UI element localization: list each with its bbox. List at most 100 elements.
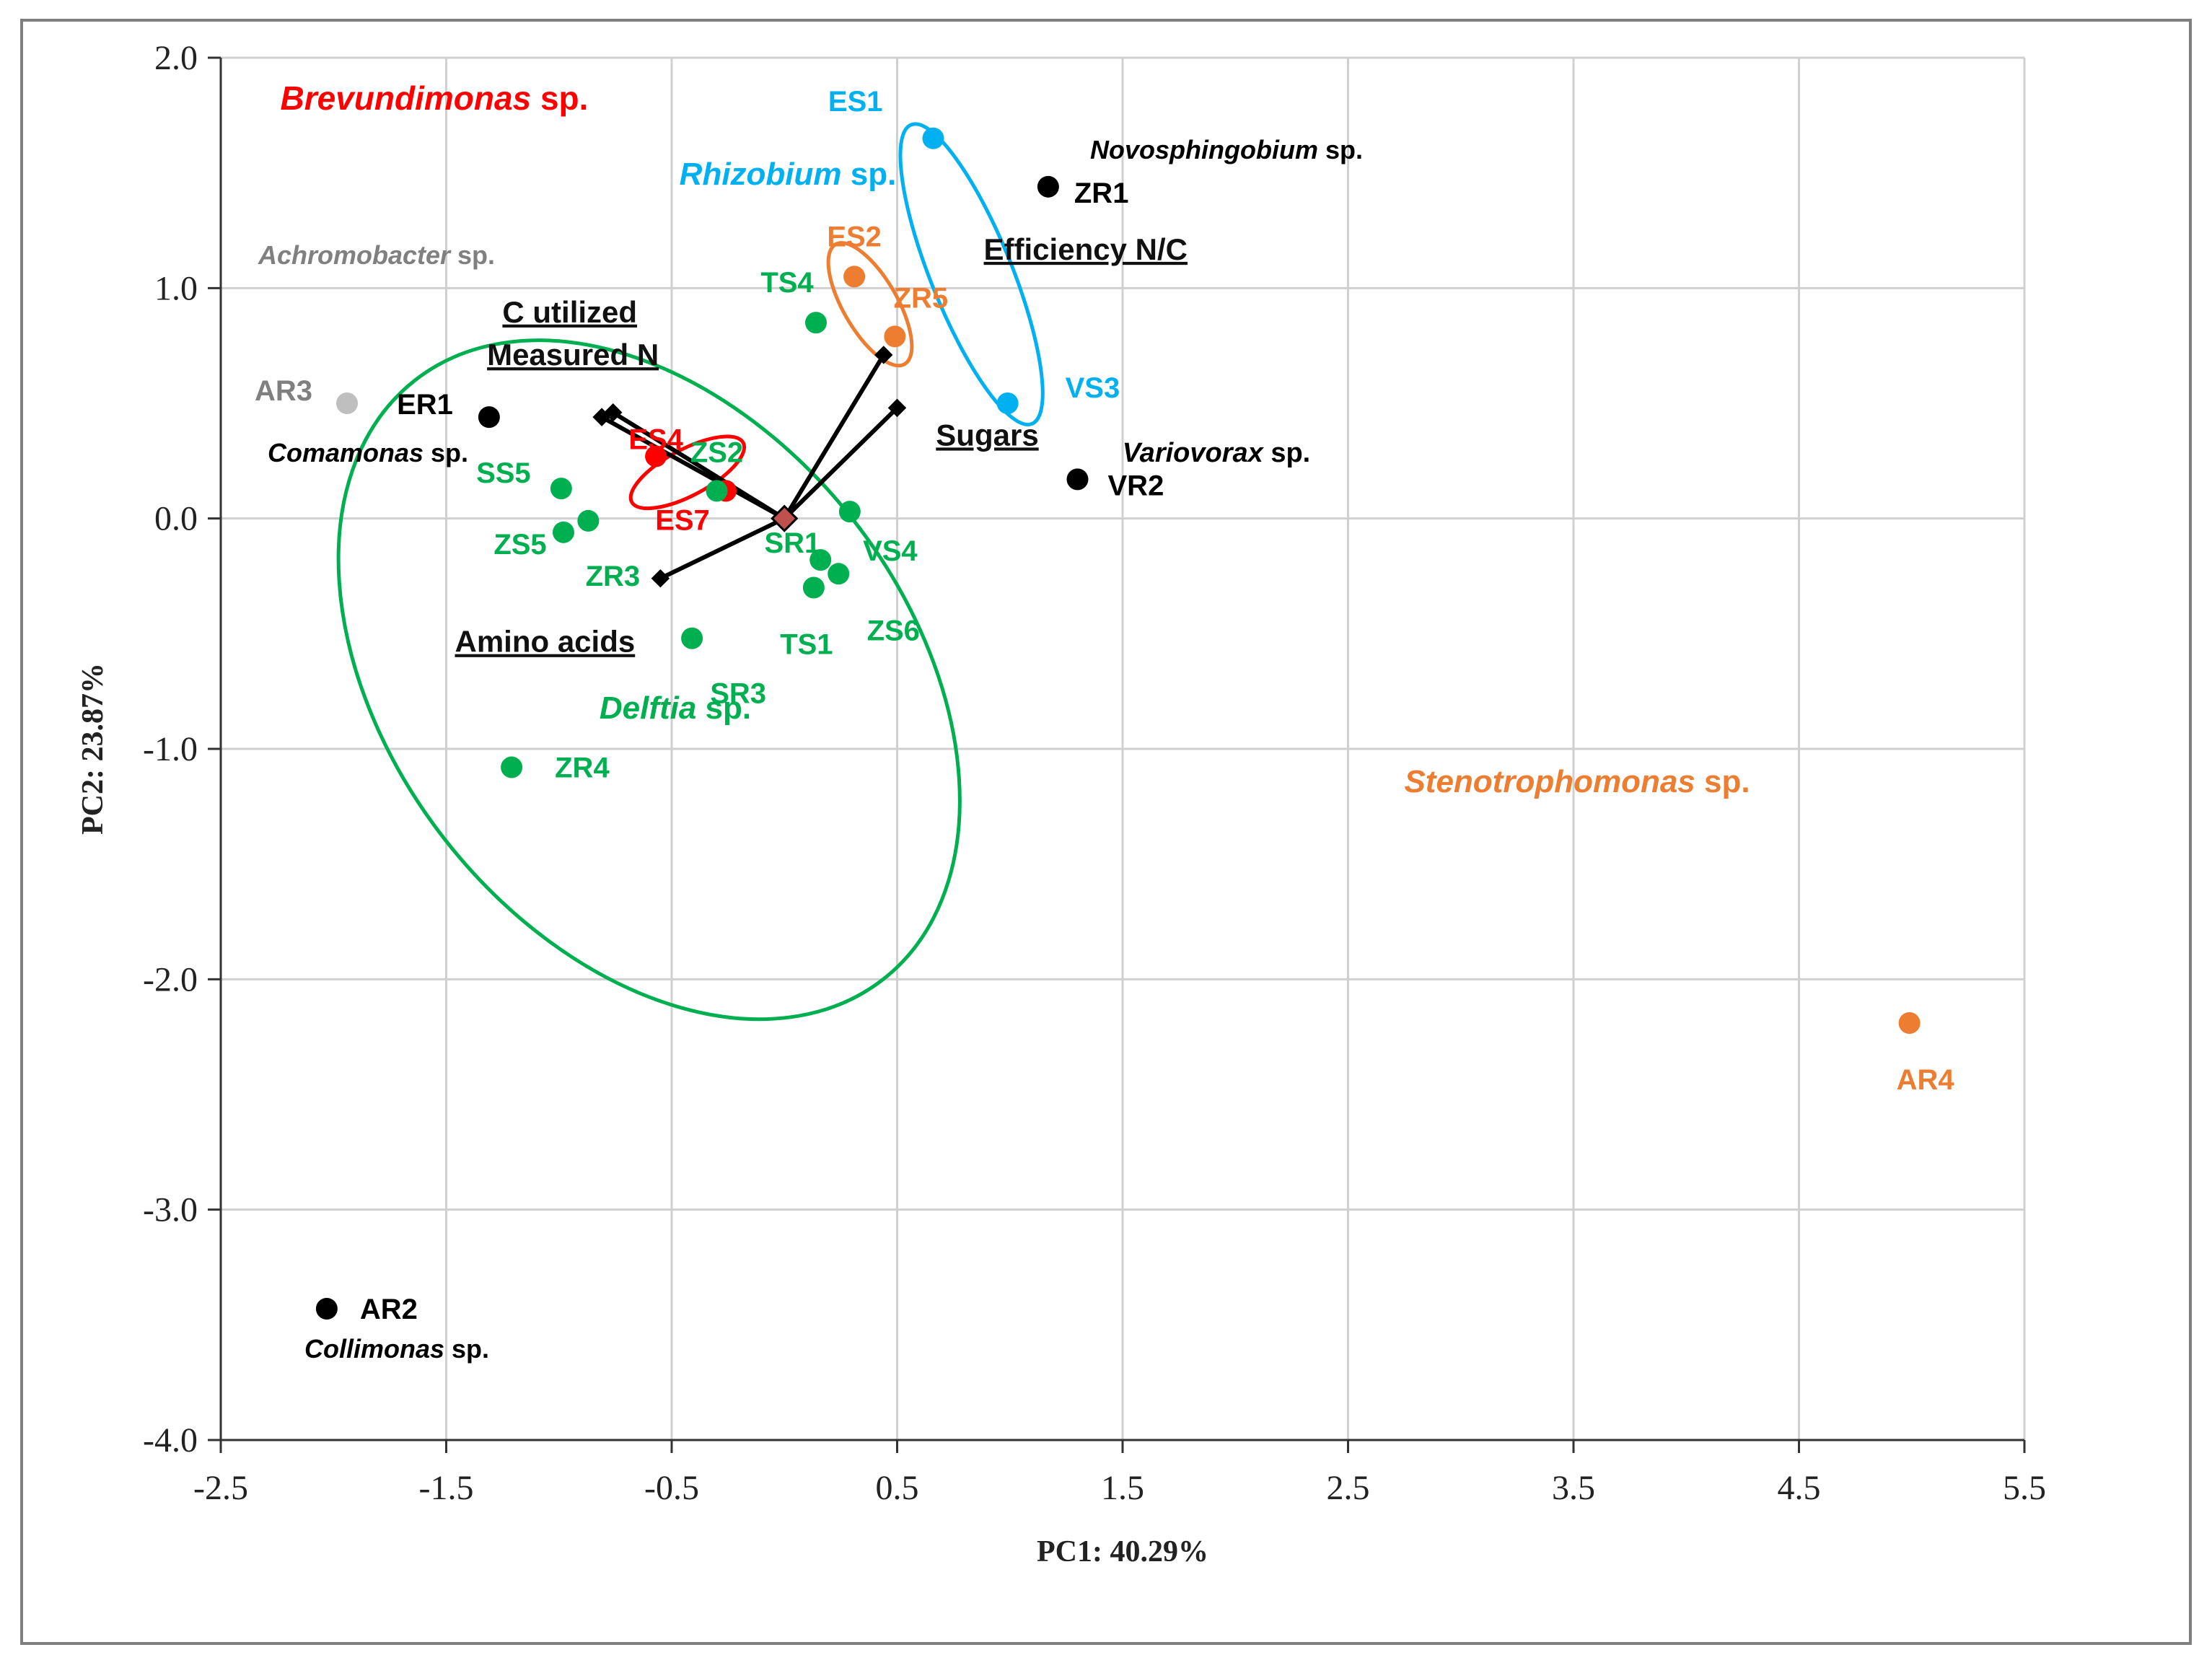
point-ts4	[805, 312, 827, 334]
point-label: ZS2	[690, 436, 743, 468]
vector-line	[782, 354, 886, 520]
y-axis-title: PC2: 23.87%	[76, 663, 110, 835]
genus-suffix: sp.	[1695, 764, 1750, 799]
loading-vectors: C utilized Measured N Efficiency N/C Sugars…	[455, 232, 1188, 659]
genus-name: Novosphingobium	[1090, 135, 1318, 164]
point-label: ZR5	[894, 282, 949, 314]
point-label: AR2	[360, 1294, 418, 1325]
point-label: ES1	[828, 86, 883, 118]
x-tick-label: -2.5	[193, 1469, 248, 1507]
point-label: AR3	[255, 375, 312, 407]
genus-label-rhizobium: Rhizobium sp.	[680, 157, 897, 192]
genus-label-novosphingobium: Novosphingobium sp.	[1090, 135, 1363, 164]
y-tick-label: -1.0	[143, 730, 198, 768]
y-tick-label: 2.0	[154, 39, 198, 77]
genus-label-stenotrophomonas: Stenotrophomonas sp.	[1404, 764, 1750, 799]
point-label: ZS6	[867, 615, 920, 646]
point-zs6	[828, 563, 850, 585]
point-label: SR1	[764, 527, 820, 559]
genus-labels: Brevundimonas sp.Rhizobium sp.Achromobac…	[258, 79, 1750, 1364]
axes: -2.5 -1.5 -0.5 0.5 1.5 2.5 3.5 4.5 5.5 2.0 1.0 0.0 -…	[143, 39, 2046, 1507]
point-vs3	[996, 392, 1019, 414]
point-label: ER1	[397, 389, 453, 421]
pca-biplot: -2.5 -1.5 -0.5 0.5 1.5 2.5 3.5 4.5 5.5 2.0 1.0 0.0 -…	[76, 39, 2046, 1568]
genus-name: Collimonas	[304, 1334, 444, 1364]
genus-name: Rhizobium	[680, 157, 842, 192]
vector-marker	[592, 408, 611, 426]
point-label: ZS5	[493, 529, 546, 561]
point-label: ES4	[628, 423, 683, 455]
point-zr4	[501, 756, 523, 778]
point-sr1	[809, 549, 832, 571]
chart-frame: -2.5 -1.5 -0.5 0.5 1.5 2.5 3.5 4.5 5.5 2.0 1.0 0.0 -…	[20, 19, 2192, 1645]
genus-name: Achromobacter	[258, 240, 452, 270]
x-tick-label: -0.5	[644, 1469, 699, 1507]
gridlines	[221, 56, 2026, 1440]
point-labels: ZR1 ER1 VR2 AR2 AR3 ES1 VS3 ES2 ZR5 AR4 ES4 ES7 TS4 Z…	[255, 86, 1954, 1325]
point-label: ZR1	[1074, 177, 1129, 209]
genus-suffix: sp.	[444, 1334, 489, 1364]
y-tick-label: -4.0	[143, 1421, 198, 1460]
genus-name: Comamonas	[268, 438, 423, 468]
point-label: ES7	[655, 504, 710, 536]
point-label: TS4	[760, 267, 814, 299]
genus-label-brevundimonas: Brevundimonas sp.	[281, 79, 589, 117]
vector-line	[783, 406, 899, 520]
y-tick-label: -2.0	[143, 960, 198, 998]
ellipse-rhizobium	[898, 122, 1045, 426]
x-axis-title: PC1: 40.29%	[1037, 1535, 1208, 1568]
x-tick-label: 4.5	[1778, 1469, 1821, 1507]
genus-label-variovorax: Variovorax sp.	[1123, 438, 1311, 468]
vector-marker	[651, 569, 670, 588]
y-tick-label: 1.0	[154, 269, 198, 307]
genus-name: Stenotrophomonas	[1404, 764, 1695, 799]
point-ts1	[802, 576, 825, 599]
vector-label: Efficiency N/C	[984, 232, 1188, 266]
point-zr5	[884, 325, 906, 348]
genus-suffix: sp.	[423, 438, 468, 468]
point-label: VS4	[863, 535, 918, 567]
point-label: VR2	[1108, 470, 1164, 501]
vector-line	[659, 516, 786, 581]
point-label: SS5	[476, 457, 531, 489]
data-points	[315, 127, 1921, 1320]
y-tick-label: 0.0	[154, 500, 198, 538]
genus-label-comamonas: Comamonas sp.	[268, 438, 468, 468]
genus-label-delftia: Delftia sp.	[600, 690, 751, 726]
genus-name: Variovorax	[1123, 438, 1265, 468]
vector-label: Sugars	[936, 418, 1038, 452]
point-es1	[922, 127, 944, 149]
point-zr3	[577, 509, 600, 532]
point-label: TS1	[780, 628, 833, 660]
genus-name: Brevundimonas	[281, 79, 532, 117]
point-zr1	[1037, 175, 1059, 198]
point-label: AR4	[1897, 1064, 1955, 1096]
point-ss5	[550, 478, 572, 500]
x-tick-label: -1.5	[419, 1469, 474, 1507]
genus-label-collimonas: Collimonas sp.	[304, 1334, 489, 1364]
genus-suffix: sp.	[1263, 438, 1310, 468]
genus-suffix: sp.	[842, 157, 897, 192]
genus-suffix: sp.	[696, 690, 751, 726]
point-es2	[843, 265, 866, 288]
point-vs4	[838, 501, 861, 523]
point-sr3	[681, 627, 703, 649]
vector-label: Amino acids	[455, 625, 636, 659]
genus-suffix: sp.	[531, 79, 588, 117]
point-zs5	[553, 521, 574, 543]
point-label: SR3	[710, 678, 766, 710]
point-es4	[645, 445, 667, 468]
x-tick-label: 3.5	[1552, 1469, 1595, 1507]
genus-suffix: sp.	[450, 240, 495, 270]
genus-suffix: sp.	[1318, 135, 1363, 164]
point-ar3	[336, 392, 358, 414]
ellipse-stenotrophomonas	[826, 241, 914, 368]
point-label: VS3	[1066, 372, 1120, 404]
point-label: ZR3	[586, 561, 641, 592]
point-label: ES2	[827, 221, 882, 253]
point-zs2	[706, 480, 728, 502]
vector-label: C utilized	[502, 295, 637, 329]
point-vr2	[1066, 468, 1089, 491]
vector-label: Measured N	[487, 338, 659, 372]
x-tick-label: 1.5	[1101, 1469, 1144, 1507]
